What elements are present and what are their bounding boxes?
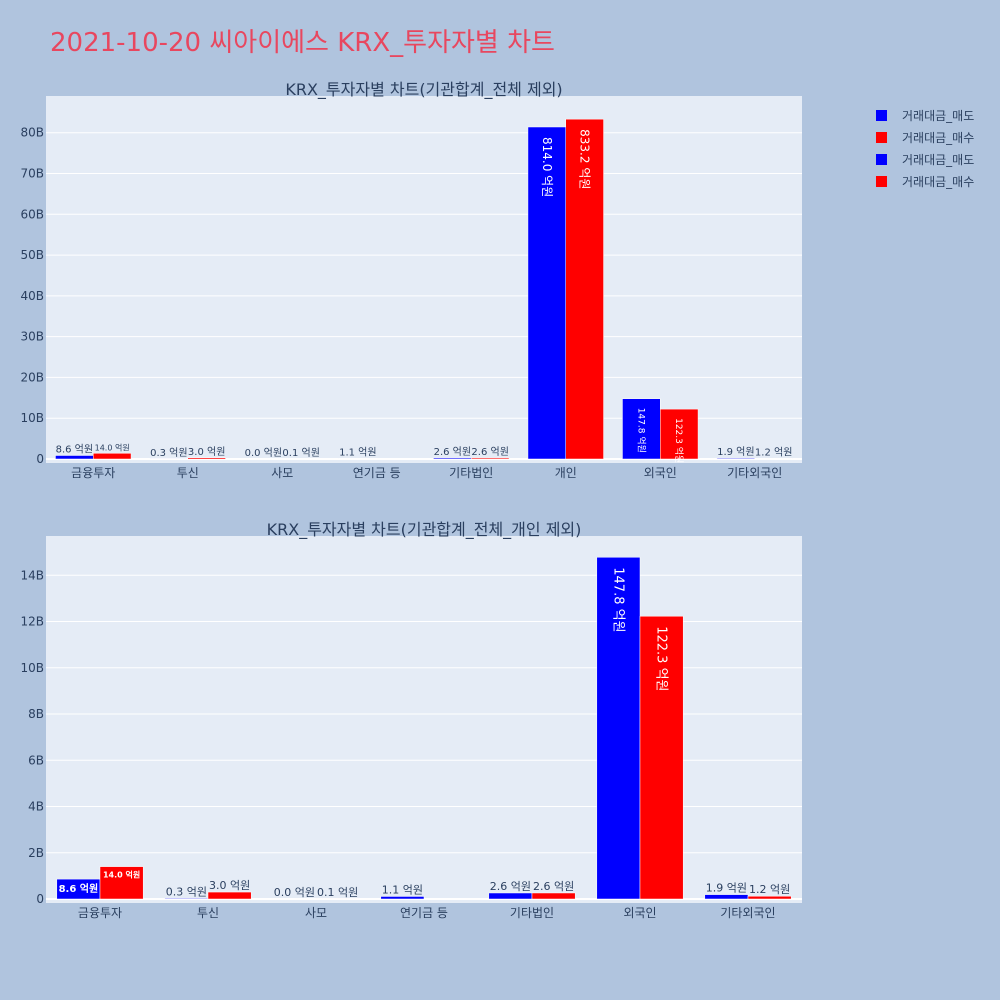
bar-label: 0.3 억원	[166, 885, 207, 898]
x-tick-label: 사모	[305, 906, 327, 920]
bar-label: 0.1 억원	[282, 447, 319, 459]
legend-item[interactable]: 거래대금_매수	[876, 170, 974, 192]
legend-item[interactable]: 거래대금_매도	[876, 148, 974, 170]
legend-swatch	[876, 175, 887, 187]
legend-item[interactable]: 거래대금_매도	[876, 104, 974, 126]
bar-label: 0.0 억원	[274, 886, 315, 899]
bar	[704, 894, 749, 900]
x-tick-label: 기타외국인	[720, 906, 775, 920]
y-tick-label: 20B	[20, 370, 44, 384]
y-tick-label: 2B	[28, 846, 44, 860]
bar	[622, 398, 661, 460]
bar-label: 147.8 억원	[635, 408, 647, 453]
chart-title: KRX_투자자별 차트(기관합계_전체 제외)	[285, 80, 562, 100]
y-tick-label: 14B	[20, 568, 44, 582]
x-tick-label: 외국인	[644, 466, 677, 480]
y-tick-label: 70B	[20, 166, 44, 180]
bar-label: 2.6 억원	[434, 446, 471, 458]
legend-label: 거래대금_매도	[902, 152, 975, 167]
bar-label: 14.0 억원	[95, 442, 130, 452]
bar	[747, 895, 792, 900]
bar	[596, 557, 641, 900]
legend-swatch	[876, 109, 887, 121]
bar-label: 147.8 억원	[610, 567, 625, 632]
y-tick-label: 30B	[20, 330, 44, 344]
bar-label: 122.3 억원	[654, 626, 669, 691]
bar-label: 814.0 억원	[540, 137, 554, 197]
y-tick-label: 10B	[20, 661, 44, 675]
page-title: 2021-10-20 씨아이에스 KRX_투자자별 차트	[50, 28, 555, 58]
legend-label: 거래대금_매도	[902, 108, 975, 123]
legend-item[interactable]: 거래대금_매수	[876, 126, 974, 148]
bar-label: 8.6 억원	[56, 443, 93, 455]
bar	[433, 457, 472, 460]
bar-label: 0.3 억원	[150, 447, 187, 459]
bar-label: 3.0 억원	[209, 879, 250, 892]
x-tick-label: 기타외국인	[727, 466, 782, 480]
bar	[207, 891, 252, 900]
bar-label: 8.6 억원	[59, 882, 99, 895]
x-tick-label: 연기금 등	[353, 466, 401, 480]
bar	[527, 126, 567, 460]
bar-label: 14.0 억원	[103, 870, 140, 880]
x-tick-label: 금융투자	[78, 906, 122, 920]
y-tick-label: 12B	[20, 615, 44, 629]
y-tick-label: 6B	[28, 753, 44, 767]
legend-label: 거래대금_매수	[902, 130, 975, 145]
x-tick-label: 사모	[271, 466, 293, 480]
x-tick-label: 기타법인	[510, 906, 554, 920]
x-tick-label: 기타법인	[449, 466, 493, 480]
y-tick-label: 4B	[28, 800, 44, 814]
bar-label: 0.0 억원	[245, 447, 282, 459]
y-tick-label: 80B	[20, 126, 44, 140]
x-tick-label: 투신	[177, 466, 199, 480]
legend: 거래대금_매도 거래대금_매수 거래대금_매도 거래대금_매수	[876, 104, 974, 192]
bar	[660, 408, 699, 460]
bar-label: 0.1 억원	[317, 886, 358, 899]
y-tick-label: 40B	[20, 289, 44, 303]
bar-label: 1.9 억원	[706, 882, 747, 895]
bar-label: 1.2 억원	[749, 883, 790, 896]
legend-swatch	[876, 131, 887, 143]
bar	[488, 892, 533, 900]
y-tick-label: 0	[36, 892, 44, 906]
chart-title: KRX_투자자별 차트(기관합계_전체_개인 제외)	[267, 520, 582, 540]
bar-label: 122.3 억원	[673, 418, 685, 463]
plot-area	[46, 96, 802, 463]
legend-label: 거래대금_매수	[902, 174, 975, 189]
bar-label: 2.6 억원	[471, 446, 508, 458]
bar	[716, 457, 756, 460]
y-tick-label: 8B	[28, 707, 44, 721]
y-tick-label: 0	[36, 452, 44, 466]
bar	[187, 457, 226, 460]
plot-area	[46, 536, 802, 903]
bar	[565, 118, 604, 460]
bar	[164, 898, 209, 900]
bar	[471, 457, 510, 460]
bar-label: 1.2 억원	[755, 447, 792, 459]
x-tick-label: 외국인	[623, 906, 656, 920]
bar-label: 2.6 억원	[533, 880, 574, 893]
bar-label: 1.9 억원	[717, 446, 754, 458]
bar	[380, 896, 425, 900]
bar-label: 1.1 억원	[339, 447, 376, 459]
bar-label: 3.0 억원	[188, 446, 225, 458]
x-tick-label: 금융투자	[71, 466, 115, 480]
y-tick-label: 60B	[20, 207, 44, 221]
bar	[639, 615, 684, 900]
y-tick-label: 50B	[20, 248, 44, 262]
x-tick-label: 연기금 등	[400, 906, 448, 920]
y-tick-label: 10B	[20, 411, 44, 425]
x-tick-label: 개인	[555, 466, 577, 480]
bar	[531, 892, 576, 900]
bar-label: 1.1 억원	[382, 883, 423, 896]
bar	[55, 455, 94, 460]
bar-label: 2.6 억원	[490, 880, 531, 893]
bar	[99, 866, 144, 900]
bar	[93, 453, 132, 460]
x-tick-label: 투신	[197, 906, 219, 920]
legend-swatch	[876, 153, 887, 165]
bar-label: 833.2 억원	[578, 129, 592, 189]
